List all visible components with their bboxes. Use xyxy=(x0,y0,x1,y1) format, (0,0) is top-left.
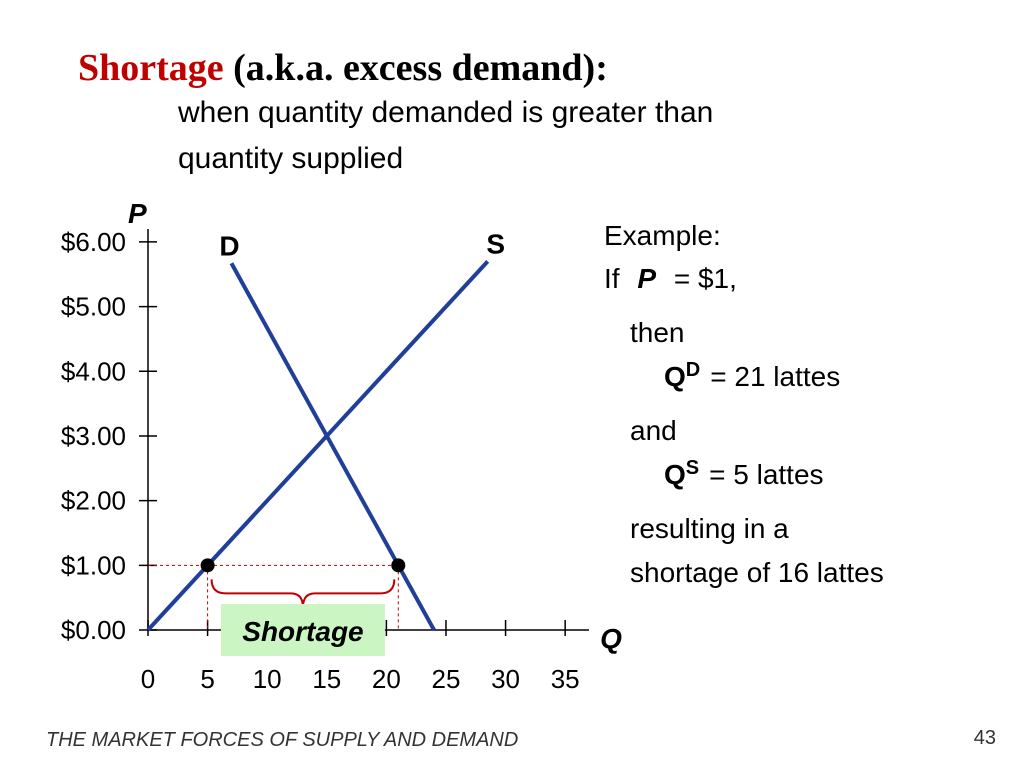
x-tick-label: 20 xyxy=(372,664,401,694)
example: Example: If P = $1, then QD = 21 lattes a… xyxy=(604,220,884,588)
x-tick-label: 5 xyxy=(200,664,214,694)
y-tick-label: $3.00 xyxy=(61,421,126,451)
shortage-brace xyxy=(210,579,396,608)
y-tick-label: $5.00 xyxy=(61,292,126,322)
y-tick-label: $2.00 xyxy=(61,486,126,516)
x-tick-label: 30 xyxy=(491,664,520,694)
q-symbol: Q xyxy=(664,361,686,392)
and-word: and xyxy=(630,415,677,446)
y-axis-label: P xyxy=(128,198,147,229)
q-symbol: Q xyxy=(664,459,686,490)
y-tick-label: $0.00 xyxy=(61,615,126,645)
subtitle-line: when quantity demanded is greater than xyxy=(177,96,713,129)
curve xyxy=(229,262,436,631)
shortage-box xyxy=(220,604,385,656)
x-tick-label: 10 xyxy=(253,664,282,694)
qs-line: QS = 5 lattes xyxy=(664,457,824,490)
x-tick-label: 0 xyxy=(141,664,155,694)
d-superscript: D xyxy=(686,359,700,381)
then-word: then xyxy=(630,317,685,348)
curve-label: S xyxy=(486,228,505,259)
qd-value: = 21 lattes xyxy=(710,361,840,392)
x-axis-label: Q xyxy=(600,623,622,654)
if-word: If xyxy=(604,263,620,294)
page-number: 43 xyxy=(974,727,996,749)
curve-label: D xyxy=(219,230,239,261)
shortage-label: Shortage xyxy=(242,616,363,647)
subtitle-line: quantity supplied xyxy=(178,142,403,175)
title-highlight: Shortage xyxy=(78,47,224,89)
y-tick-label: $4.00 xyxy=(61,356,126,386)
example-if: If P = $1, xyxy=(604,263,737,294)
result-line: resulting in a xyxy=(630,513,789,544)
p-value: = $1, xyxy=(674,263,737,294)
qs-value: = 5 lattes xyxy=(709,459,823,490)
y-tick-label: $1.00 xyxy=(61,550,126,580)
curve xyxy=(146,259,490,632)
example-heading: Example: xyxy=(604,220,721,251)
slide-title: Shortage (a.k.a. excess demand): xyxy=(78,47,608,89)
x-tick-label: 25 xyxy=(432,664,461,694)
qd-line: QD = 21 lattes xyxy=(664,359,840,392)
s-superscript: S xyxy=(686,457,699,479)
x-tick-label: 35 xyxy=(551,664,580,694)
point xyxy=(391,558,406,573)
x-tick-label: 15 xyxy=(312,664,341,694)
p-symbol: P xyxy=(637,263,656,294)
title-rest: (a.k.a. excess demand): xyxy=(233,47,608,89)
point xyxy=(200,558,215,573)
y-tick-label: $6.00 xyxy=(61,227,126,257)
chart: P Q $0.00 $1.00 $2.00 $3.00 $4.00 $5.00 $6.00 0 5 1… xyxy=(61,198,622,694)
footer: THE MARKET FORCES OF SUPPLY AND DEMAND xyxy=(46,729,518,751)
result-line: shortage of 16 lattes xyxy=(630,557,884,588)
